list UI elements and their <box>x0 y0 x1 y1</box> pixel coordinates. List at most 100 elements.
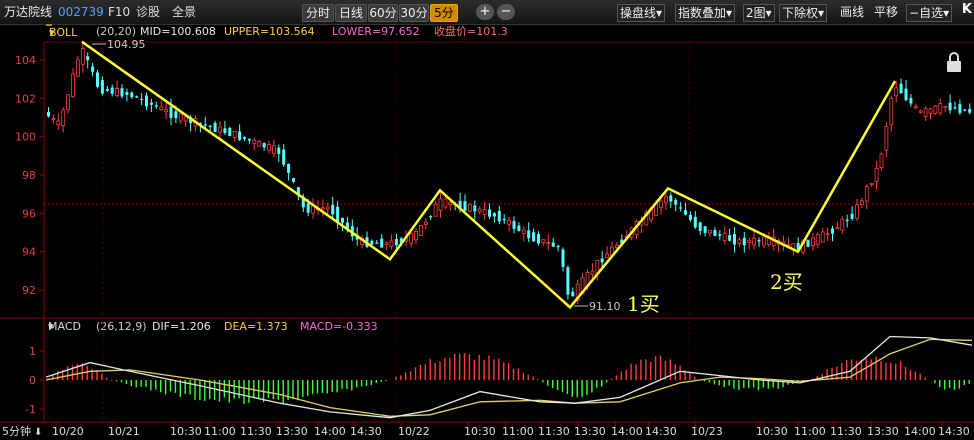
candle-body <box>521 229 526 234</box>
period-tab-5min[interactable]: 5分 <box>430 4 458 22</box>
candle-body <box>443 198 448 208</box>
candle-body <box>61 109 66 126</box>
candle-body <box>913 106 918 109</box>
candle-body <box>100 80 104 94</box>
menu-two-charts[interactable]: 2图▾ <box>743 4 775 22</box>
chevron-down-icon: ▾ <box>818 6 825 20</box>
macd-histogram <box>47 353 970 404</box>
candle-body <box>178 113 183 122</box>
time-tick-label: 11:30 <box>830 425 862 438</box>
period-tab-30min[interactable]: 30分 <box>399 4 429 22</box>
menu-label: 操盘线 <box>620 6 657 20</box>
time-tick-label: 10:30 <box>464 425 496 438</box>
candle-body <box>252 139 257 144</box>
menu-label: 下除权 <box>782 6 819 20</box>
candle-body <box>438 198 443 211</box>
candle-body <box>762 236 766 246</box>
candle-body <box>399 238 403 244</box>
candle-body <box>458 200 462 210</box>
candle-body <box>247 138 251 141</box>
candle-body <box>566 267 570 295</box>
candle-body <box>733 234 736 245</box>
candle-body <box>183 116 188 122</box>
candle-body <box>51 117 56 120</box>
high-price-label: 104.95 <box>107 38 146 51</box>
macd-dif: DIF=1.206 <box>152 320 211 333</box>
candle-body <box>243 136 246 139</box>
candle-body <box>208 125 212 128</box>
candle-body <box>296 187 300 195</box>
candle-body <box>80 48 85 65</box>
menu-index-overlay[interactable]: 指数叠加▾ <box>675 4 736 22</box>
time-tick-label: 10/22 <box>398 425 430 438</box>
period-tab-60min[interactable]: 60分 <box>368 4 398 22</box>
candle-body <box>757 240 761 242</box>
pan-button[interactable]: 平移 <box>874 5 899 19</box>
draw-line-button[interactable]: 画线 <box>840 5 865 19</box>
high-price-marker: 104.95 <box>92 38 146 51</box>
candle-body <box>414 231 418 241</box>
boll-upper: UPPER=103.564 <box>224 25 315 38</box>
candle-body <box>512 221 516 229</box>
watchlist-button[interactable]: −自选▾ <box>906 4 953 22</box>
candle-body <box>502 218 506 221</box>
macd-tick-label: 0 <box>29 374 36 387</box>
candle-body <box>918 110 923 113</box>
price-tick-label: 98 <box>22 169 36 182</box>
candle-body <box>722 232 727 242</box>
candle-body <box>292 178 295 182</box>
menu-ex-rights[interactable]: 下除权▾ <box>779 4 828 22</box>
candle-body <box>47 111 50 117</box>
toolbar: 万达院线 002739 F10 诊股 全景 分时 日线 60分 30分 5分 +… <box>0 0 974 25</box>
time-tick-label: 10/20 <box>52 425 84 438</box>
period-tab-daily[interactable]: 日线 <box>335 4 367 22</box>
zoom-in-button[interactable]: + <box>476 4 494 20</box>
trend-zigzag-line <box>81 40 897 310</box>
zoom-out-button[interactable]: − <box>497 4 515 20</box>
candle-body <box>370 240 374 245</box>
candle-body <box>282 149 286 165</box>
candle-body <box>879 153 884 168</box>
candle-body <box>164 109 169 113</box>
candle-body <box>394 239 398 246</box>
day-dividers <box>102 42 690 422</box>
stock-code: 002739 <box>58 5 104 19</box>
indicator-name: BOLL <box>49 26 78 39</box>
candle-body <box>105 88 109 91</box>
candle-body <box>820 231 825 243</box>
menu-trading-line[interactable]: 操盘线▾ <box>617 4 666 22</box>
candle-body <box>855 204 859 219</box>
candle-body <box>815 234 820 245</box>
candle-body <box>110 87 114 94</box>
time-tick-label: 11:00 <box>794 425 826 438</box>
full-view-button[interactable]: 全景 <box>172 5 197 19</box>
candle-body <box>968 108 972 113</box>
candle-body <box>120 88 124 97</box>
candle-body <box>860 200 864 206</box>
macd-tick-label: 1 <box>29 345 36 358</box>
diagnose-button[interactable]: 诊股 <box>136 5 161 19</box>
boll-indicator-select[interactable]: BOLL ▾ <box>46 24 77 39</box>
candle-body <box>331 204 335 215</box>
candle-body <box>869 182 874 185</box>
candle-body <box>86 56 90 61</box>
macd-dea: DEA=1.373 <box>224 320 288 333</box>
f10-button[interactable]: F10 <box>108 5 131 19</box>
buy-point-1-label: 1买 <box>627 292 660 316</box>
period-label[interactable]: 5分钟 <box>2 424 31 438</box>
arrow-down-icon[interactable]: ⬇ <box>34 427 42 438</box>
candle-body <box>125 92 129 95</box>
period-tab-intraday[interactable]: 分时 <box>302 4 334 22</box>
time-tick-label: 10:30 <box>170 425 202 438</box>
candle-body <box>135 96 139 98</box>
candle-body <box>713 229 717 236</box>
candle-body <box>703 226 707 233</box>
buy-point-2-label: 2买 <box>770 270 803 294</box>
candle-body <box>159 106 164 111</box>
candle-body <box>728 235 732 241</box>
candle-body <box>218 126 222 133</box>
lock-icon[interactable] <box>947 52 961 72</box>
candle-body <box>561 249 565 267</box>
candle-body <box>267 144 271 151</box>
